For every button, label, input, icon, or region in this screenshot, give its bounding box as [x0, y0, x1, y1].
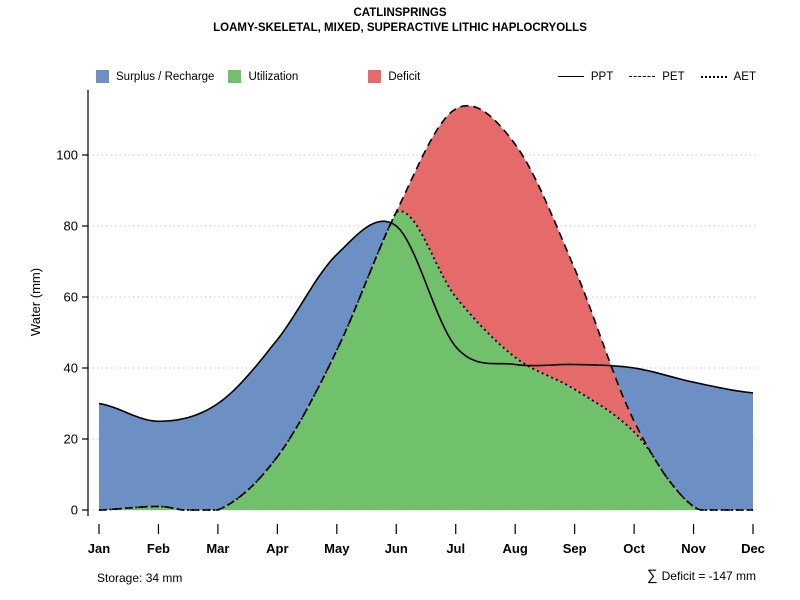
- legend-item-ppt: PPT: [557, 70, 614, 83]
- legend-item-surplus: Surplus / Recharge: [96, 70, 214, 83]
- x-tick-label: Dec: [741, 541, 765, 556]
- aet-line: [98, 210, 753, 511]
- deficit-area: [99, 105, 753, 510]
- surplus-swatch: [96, 70, 109, 83]
- y-axis-title: Water (mm): [28, 268, 43, 336]
- x-tick-label: Jul: [446, 541, 465, 556]
- ppt-line-sample-icon: [557, 76, 584, 77]
- y-tick-label: 0: [71, 503, 78, 518]
- legend: Surplus / Recharge Utilization Deficit P…: [96, 70, 756, 83]
- pet-label: PET: [662, 70, 685, 83]
- legend-item-deficit: Deficit: [368, 70, 420, 83]
- legend-item-pet: PET: [629, 70, 685, 83]
- x-tick-label: Mar: [206, 541, 229, 556]
- legend-item-utilization: Utilization: [228, 70, 298, 83]
- deficit-sum-label: Deficit = -147 mm: [661, 569, 756, 583]
- storage-annotation: Storage: 34 mm: [97, 571, 183, 585]
- deficit-label: Deficit: [388, 70, 421, 83]
- surplus-recharge-area: [99, 221, 753, 511]
- deficit-swatch: [368, 70, 382, 83]
- x-tick-label: Nov: [681, 541, 706, 556]
- x-tick-label: May: [324, 541, 350, 556]
- pet-line-sample-icon: [629, 76, 656, 77]
- utilization-swatch: [228, 70, 242, 83]
- y-tick-label: 20: [64, 432, 78, 447]
- deficit-sum-annotation: ∑ Deficit = -147 mm: [647, 567, 756, 584]
- y-tick-label: 80: [64, 219, 78, 234]
- aet-line-sample-icon: [700, 75, 727, 78]
- x-tick-label: Sep: [563, 541, 587, 556]
- chart-subtitle: LOAMY-SKELETAL, MIXED, SUPERACTIVE LITHI…: [213, 22, 587, 34]
- x-tick-label: Jun: [385, 541, 408, 556]
- x-tick-label: Feb: [147, 541, 170, 556]
- y-tick-label: 100: [56, 148, 78, 163]
- y-tick-label: 60: [64, 290, 78, 305]
- utilization-label: Utilization: [248, 70, 299, 83]
- sigma-icon: ∑: [646, 567, 658, 584]
- legend-line-entries: PPT PET AET: [557, 70, 756, 83]
- utilization-area: [99, 211, 753, 510]
- x-tick-label: Apr: [266, 541, 288, 556]
- x-tick-label: Aug: [503, 541, 528, 556]
- x-tick-label: Oct: [623, 541, 645, 556]
- x-tick-label: Jan: [88, 541, 110, 556]
- legend-item-aet: AET: [700, 70, 756, 83]
- ppt-label: PPT: [590, 70, 614, 83]
- legend-area-entries: Surplus / Recharge Utilization Deficit: [96, 70, 420, 83]
- surplus-label: Surplus / Recharge: [116, 70, 215, 83]
- aet-label: AET: [733, 70, 756, 83]
- ppt-line: [98, 220, 754, 423]
- chart-title: CATLINSPRINGS: [353, 7, 447, 19]
- y-tick-label: 40: [64, 361, 78, 376]
